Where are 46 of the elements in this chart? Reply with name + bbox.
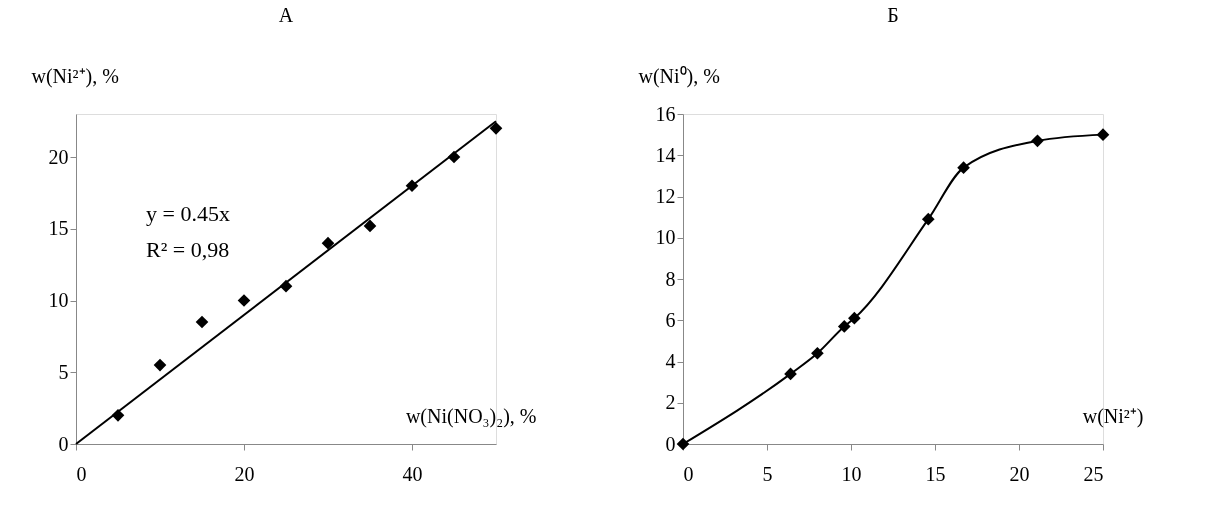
point bbox=[811, 346, 824, 360]
point bbox=[837, 320, 851, 333]
y-axis-title: w(Ni²⁺), % bbox=[31, 64, 119, 88]
y-tick-label: 6 bbox=[665, 308, 676, 331]
y-tick-label: 15 bbox=[48, 217, 69, 240]
point bbox=[1031, 134, 1044, 148]
x-tick-label: 25 bbox=[1083, 462, 1104, 485]
y-tick-label: 8 bbox=[665, 267, 676, 290]
x-tick-label: 15 bbox=[925, 462, 946, 485]
y-tick-label: 12 bbox=[655, 185, 676, 207]
y-tick-label: 16 bbox=[655, 102, 676, 125]
chart-title: Б bbox=[887, 4, 899, 26]
point bbox=[848, 311, 861, 325]
x-tick-label: 20 bbox=[1009, 462, 1030, 485]
point bbox=[957, 161, 970, 174]
point bbox=[489, 122, 503, 135]
x-axis-title: w(Ni²⁺) bbox=[1082, 404, 1144, 428]
annotation: R² = 0,98 bbox=[146, 237, 230, 262]
point bbox=[153, 358, 167, 372]
point bbox=[1096, 128, 1110, 141]
x-tick-label: 40 bbox=[402, 462, 423, 485]
point bbox=[363, 219, 377, 233]
y-tick-label: 10 bbox=[48, 289, 69, 312]
y-tick-label: 14 bbox=[655, 143, 676, 166]
y-axis-title: w(Ni⁰), % bbox=[638, 64, 720, 88]
x-tick-label: 10 bbox=[841, 462, 862, 485]
annotation: y = 0.45x bbox=[146, 201, 230, 226]
point bbox=[321, 236, 335, 250]
x-axis-title: w(Ni(NO₃)₂), % bbox=[405, 404, 537, 428]
x-tick-label: 0 bbox=[76, 462, 87, 485]
y-tick-label: 4 bbox=[665, 350, 676, 372]
point bbox=[237, 294, 251, 307]
y-tick-label: 0 bbox=[58, 432, 69, 455]
y-tick-label: 20 bbox=[48, 145, 69, 168]
chart-title: А bbox=[278, 4, 294, 26]
x-tick-label: 0 bbox=[683, 462, 694, 485]
y-tick-label: 5 bbox=[58, 360, 69, 383]
point bbox=[784, 367, 797, 381]
y-tick-label: 0 bbox=[665, 432, 676, 455]
point bbox=[676, 437, 690, 451]
y-tick-label: 2 bbox=[665, 391, 676, 414]
point bbox=[921, 212, 935, 226]
x-tick-label: 20 bbox=[234, 462, 255, 485]
x-tick-label: 5 bbox=[762, 462, 773, 485]
y-tick-label: 10 bbox=[655, 226, 676, 249]
point bbox=[195, 315, 209, 329]
